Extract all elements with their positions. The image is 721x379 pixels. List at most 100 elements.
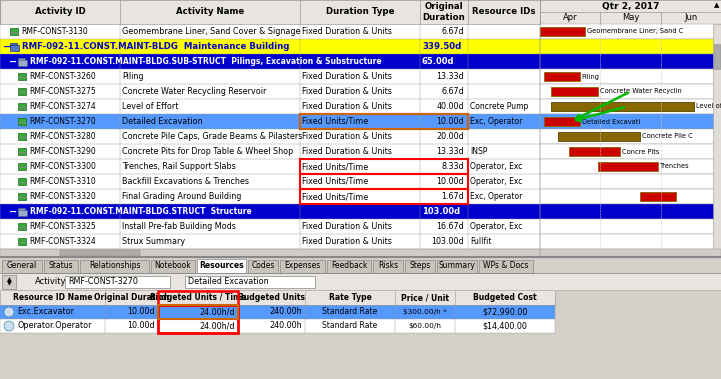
Bar bbox=[0, 99, 540, 114]
Text: Fixed Units/Time: Fixed Units/Time bbox=[302, 177, 368, 186]
Text: Concre Pits: Concre Pits bbox=[622, 149, 659, 155]
Text: Operator, Exc: Operator, Exc bbox=[470, 162, 523, 171]
Bar bbox=[0, 69, 540, 84]
Bar bbox=[540, 234, 721, 249]
Text: 103.00d: 103.00d bbox=[422, 207, 460, 216]
Bar bbox=[0, 114, 540, 129]
Bar bbox=[540, 0, 721, 24]
Text: Exc, Operator: Exc, Operator bbox=[470, 117, 523, 126]
Bar bbox=[373, 260, 403, 273]
Text: Apr: Apr bbox=[563, 14, 578, 22]
Bar bbox=[0, 0, 540, 24]
Bar bbox=[0, 234, 540, 249]
Bar bbox=[714, 44, 720, 69]
Text: Original Duration: Original Duration bbox=[94, 293, 169, 302]
Bar bbox=[540, 174, 721, 189]
Text: Fixed Duration & Units: Fixed Duration & Units bbox=[302, 132, 392, 141]
Bar bbox=[540, 84, 721, 99]
Bar bbox=[540, 114, 721, 129]
Text: General: General bbox=[6, 262, 37, 271]
Text: Duration Type: Duration Type bbox=[326, 8, 394, 17]
Text: INSP: INSP bbox=[470, 147, 487, 156]
Bar bbox=[18, 73, 26, 80]
Bar bbox=[18, 210, 27, 216]
Bar bbox=[551, 102, 694, 111]
Text: Resource ID Name: Resource ID Name bbox=[13, 293, 92, 302]
Bar bbox=[540, 189, 721, 204]
Text: Status: Status bbox=[49, 262, 74, 271]
Text: Fixed Units/Time: Fixed Units/Time bbox=[302, 117, 368, 126]
Text: 10.00d: 10.00d bbox=[128, 307, 155, 316]
Text: 16.67d: 16.67d bbox=[436, 222, 464, 231]
Text: Piling: Piling bbox=[122, 72, 143, 81]
Bar bbox=[10, 43, 17, 48]
Bar bbox=[0, 291, 555, 305]
Text: ▼: ▼ bbox=[6, 282, 12, 287]
Text: RMF-CONST-3130: RMF-CONST-3130 bbox=[21, 27, 88, 36]
Text: Summary: Summary bbox=[438, 262, 475, 271]
Bar bbox=[540, 24, 721, 39]
Text: Concrete Pump: Concrete Pump bbox=[470, 102, 528, 111]
Text: Strux Summary: Strux Summary bbox=[122, 237, 185, 246]
Text: RMF-CONST-3320: RMF-CONST-3320 bbox=[29, 192, 96, 201]
Text: Concrete Water Recycling Reservoir: Concrete Water Recycling Reservoir bbox=[122, 87, 266, 96]
Text: Standard Rate: Standard Rate bbox=[322, 307, 378, 316]
Text: 6.67d: 6.67d bbox=[441, 87, 464, 96]
Text: Notebook: Notebook bbox=[154, 262, 191, 271]
Text: RMF-CONST-3324: RMF-CONST-3324 bbox=[29, 237, 96, 246]
Text: Budgeted Units: Budgeted Units bbox=[238, 293, 305, 302]
Text: ▲: ▲ bbox=[715, 2, 720, 8]
Text: Concrete Pile C: Concrete Pile C bbox=[642, 133, 692, 139]
Text: RMF-CONST-3280: RMF-CONST-3280 bbox=[29, 132, 96, 141]
Bar bbox=[0, 249, 540, 257]
Text: Fixed Duration & Units: Fixed Duration & Units bbox=[302, 72, 392, 81]
Text: −: − bbox=[9, 56, 17, 66]
Text: Rate Type: Rate Type bbox=[329, 293, 371, 302]
Text: Activity: Activity bbox=[35, 277, 66, 287]
Text: RMF-CONST-3300: RMF-CONST-3300 bbox=[29, 162, 96, 171]
Bar bbox=[540, 249, 721, 257]
Text: 8.33d: 8.33d bbox=[441, 162, 464, 171]
Text: RMF-CONST-3325: RMF-CONST-3325 bbox=[29, 222, 96, 231]
Text: Fullfit: Fullfit bbox=[470, 237, 492, 246]
Bar bbox=[0, 305, 555, 319]
Bar bbox=[65, 276, 170, 288]
Bar bbox=[185, 276, 315, 288]
Text: Operator, Exc: Operator, Exc bbox=[470, 177, 523, 186]
Text: 20.00d: 20.00d bbox=[436, 132, 464, 141]
Circle shape bbox=[4, 307, 14, 317]
Text: 1.67d: 1.67d bbox=[441, 192, 464, 201]
Bar bbox=[18, 133, 26, 140]
Bar bbox=[0, 129, 540, 144]
Bar bbox=[18, 88, 26, 95]
Bar bbox=[0, 189, 540, 204]
Text: Fixed Duration & Units: Fixed Duration & Units bbox=[302, 87, 392, 96]
Bar bbox=[300, 114, 468, 129]
Bar bbox=[540, 39, 721, 54]
Text: Detailed Excavation: Detailed Excavation bbox=[122, 117, 203, 126]
Bar bbox=[18, 223, 26, 230]
Text: Risks: Risks bbox=[378, 262, 398, 271]
Text: RMF-092-11.CONST.MAINT-BLDG.STRUCT  Structure: RMF-092-11.CONST.MAINT-BLDG.STRUCT Struc… bbox=[30, 207, 252, 216]
Text: Standard Rate: Standard Rate bbox=[322, 321, 378, 330]
Bar bbox=[558, 132, 640, 141]
Bar bbox=[43, 260, 79, 273]
Bar bbox=[0, 204, 540, 219]
Bar bbox=[479, 260, 533, 273]
Text: 240.00h: 240.00h bbox=[270, 307, 302, 316]
Text: RMF-CONST-3274: RMF-CONST-3274 bbox=[29, 102, 96, 111]
Text: Budgeted Units / Time: Budgeted Units / Time bbox=[150, 293, 246, 302]
Text: Level of E: Level of E bbox=[696, 103, 721, 110]
Text: Original
Duration: Original Duration bbox=[423, 2, 465, 22]
Text: Concrete Pits for Drop Table & Wheel Shop: Concrete Pits for Drop Table & Wheel Sho… bbox=[122, 147, 293, 156]
Text: $14,400.00: $14,400.00 bbox=[482, 321, 528, 330]
Text: Final Grading Around Building: Final Grading Around Building bbox=[122, 192, 242, 201]
Bar bbox=[544, 72, 580, 81]
Bar bbox=[540, 219, 721, 234]
Text: 240.00h: 240.00h bbox=[270, 321, 302, 330]
Bar bbox=[158, 305, 238, 319]
Text: RMF-CONST-3260: RMF-CONST-3260 bbox=[29, 72, 96, 81]
Text: Relationships: Relationships bbox=[89, 262, 141, 271]
Bar bbox=[18, 178, 26, 185]
Text: Geomembrane Liner, Sand Cover & Signage: Geomembrane Liner, Sand Cover & Signage bbox=[122, 27, 301, 36]
